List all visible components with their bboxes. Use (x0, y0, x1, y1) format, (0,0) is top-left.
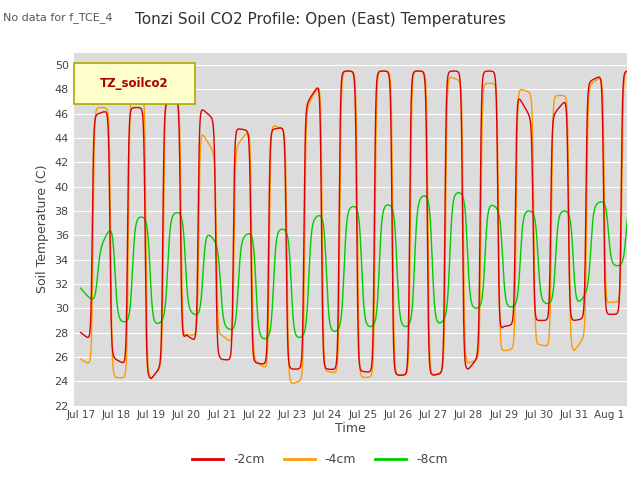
X-axis label: Time: Time (335, 422, 366, 435)
Text: No data for f_TCE_4: No data for f_TCE_4 (3, 12, 113, 23)
FancyBboxPatch shape (74, 63, 195, 104)
Legend: -2cm, -4cm, -8cm: -2cm, -4cm, -8cm (187, 448, 453, 471)
Text: Tonzi Soil CO2 Profile: Open (East) Temperatures: Tonzi Soil CO2 Profile: Open (East) Temp… (134, 12, 506, 27)
Y-axis label: Soil Temperature (C): Soil Temperature (C) (36, 165, 49, 293)
Text: TZ_soilco2: TZ_soilco2 (100, 77, 169, 90)
